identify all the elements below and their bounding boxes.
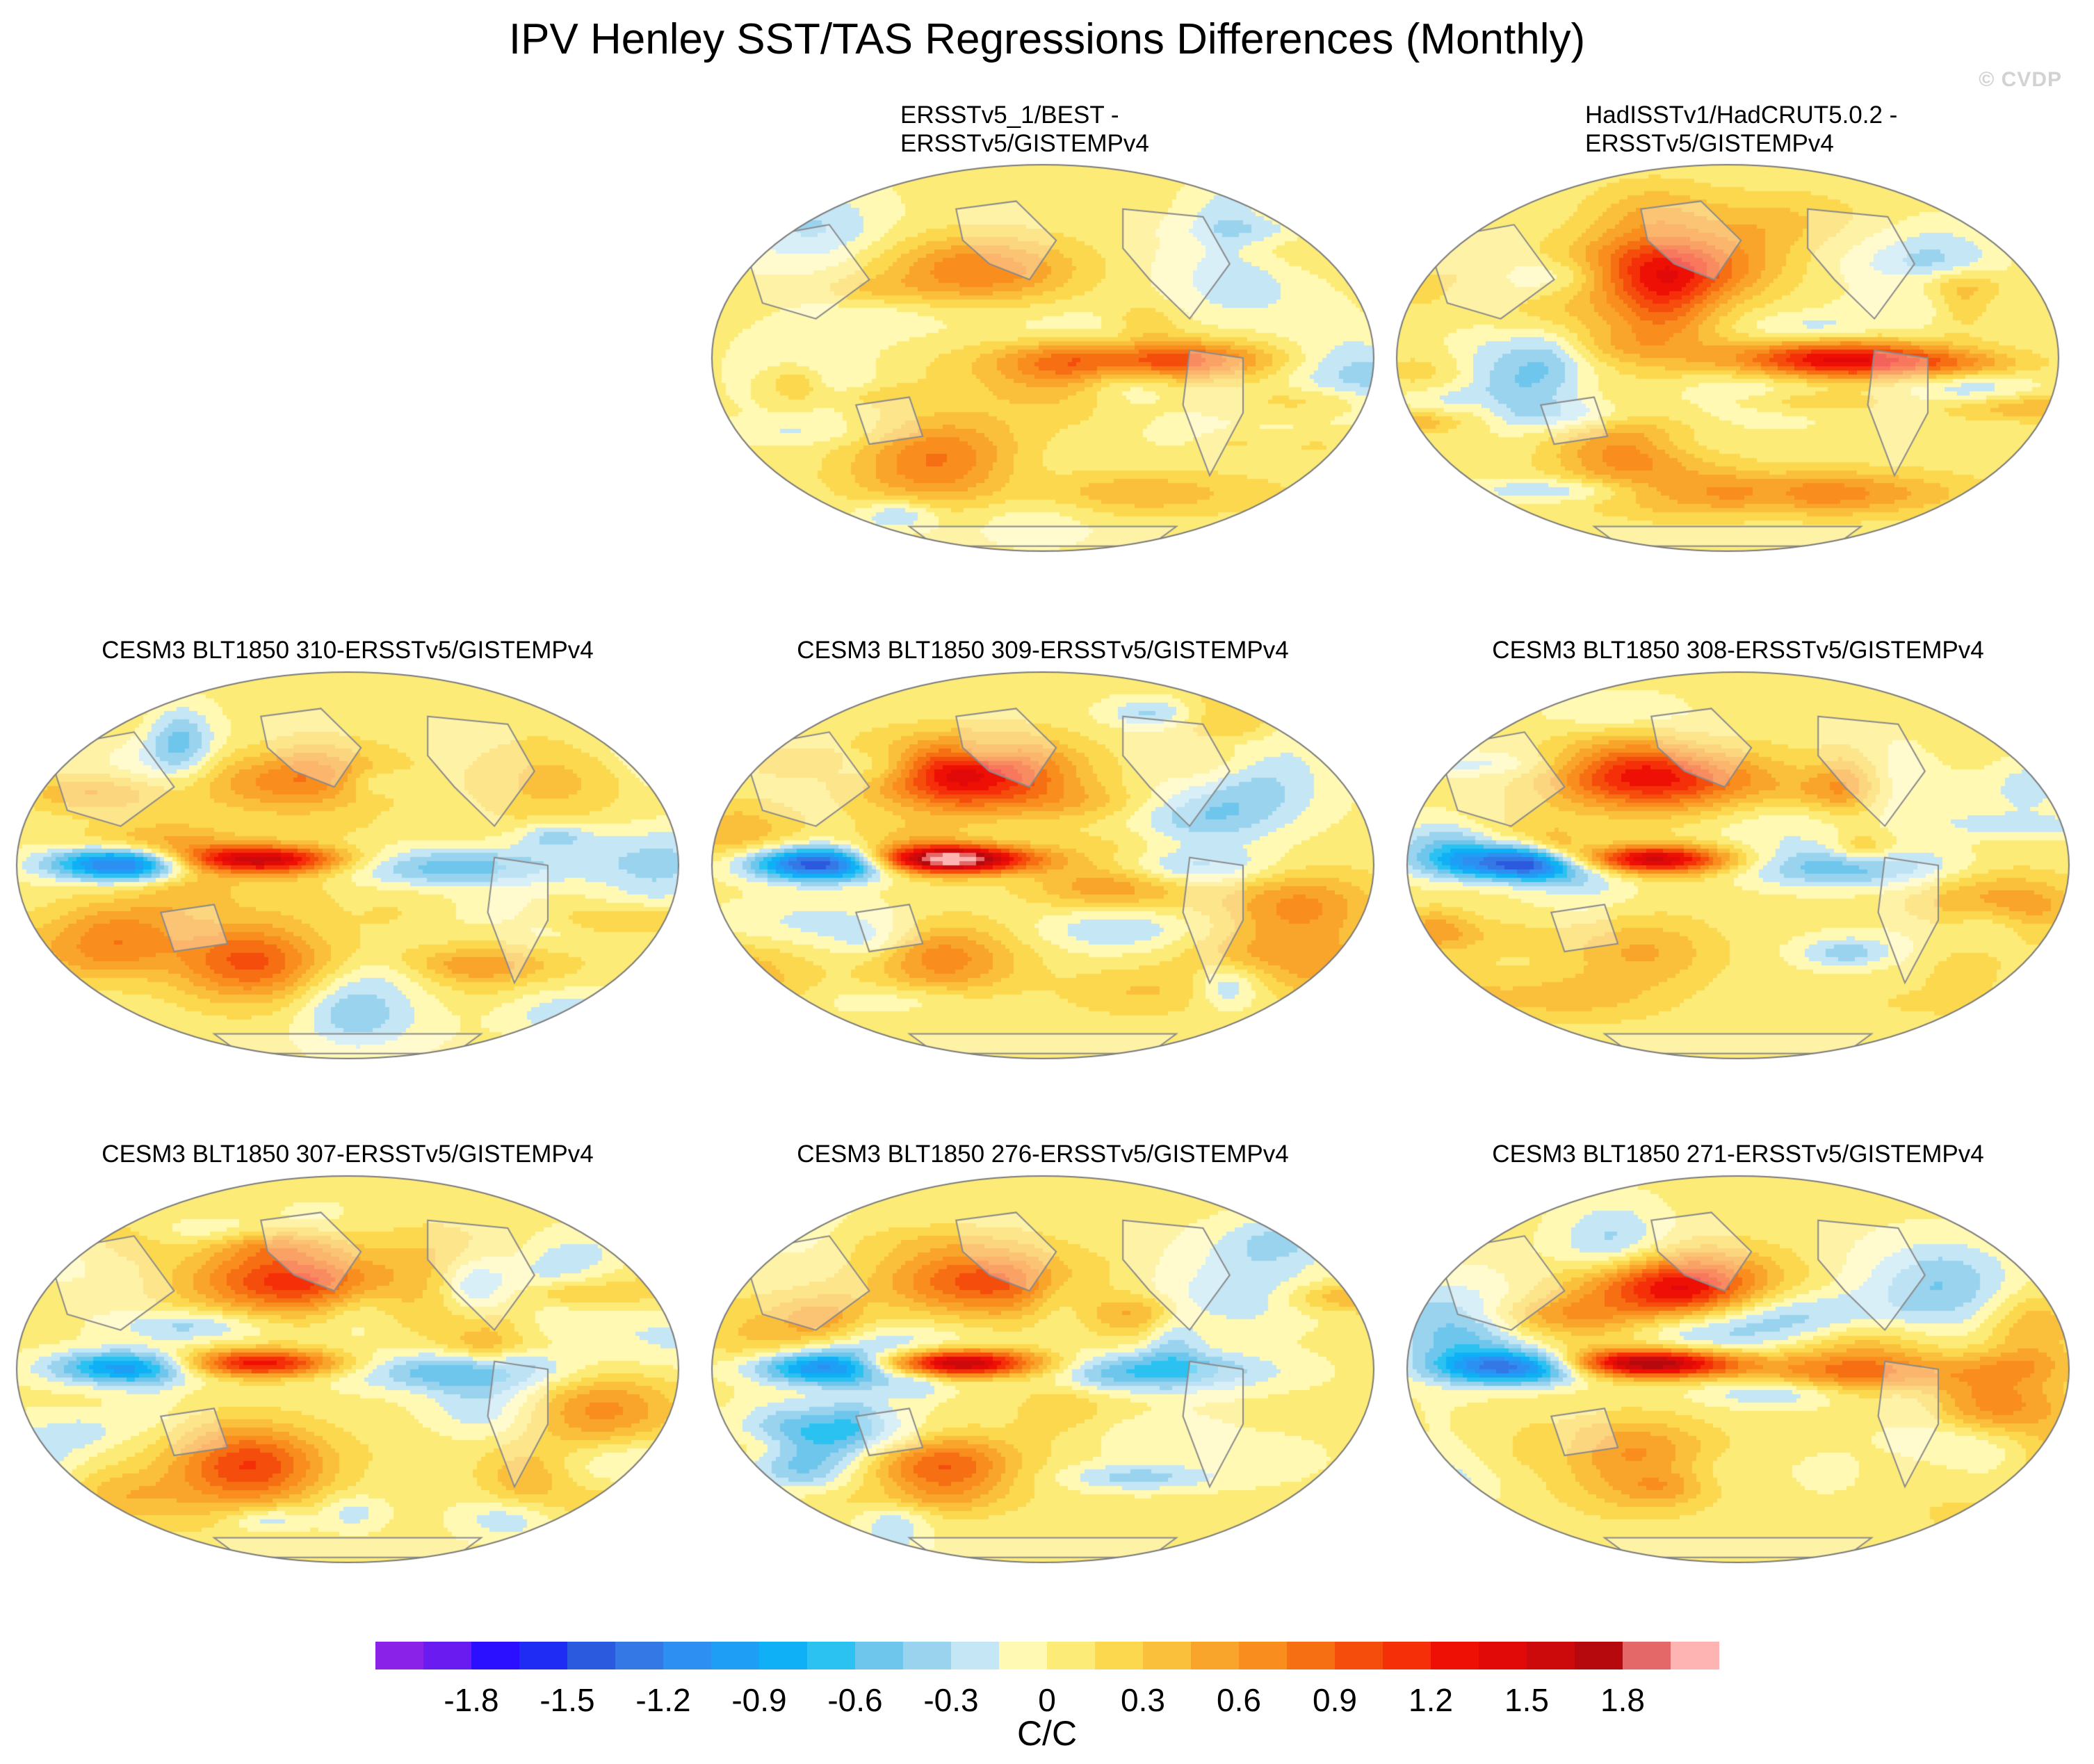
colorbar-box: [1671, 1642, 1719, 1669]
colorbar-box: [1239, 1642, 1288, 1669]
panel-title: CESM3 BLT1850 309-ERSSTv5/GISTEMPv4: [797, 637, 1289, 664]
panel-cesm307: CESM3 BLT1850 307-ERSSTv5/GISTEMPv4: [7, 1140, 688, 1585]
colorbar-box: [567, 1642, 616, 1669]
colorbar-box: [1527, 1642, 1575, 1669]
regression-map: [709, 162, 1377, 554]
colorbar-tick-label: 0.3: [1121, 1682, 1165, 1718]
regression-map: [14, 1173, 681, 1565]
figure-title: IPV Henley SST/TAS Regressions Differenc…: [508, 15, 1586, 63]
colorbar-box: [1383, 1642, 1431, 1669]
panel-cesm310: CESM3 BLT1850 310-ERSSTv5/GISTEMPv4: [7, 636, 688, 1081]
colorbar-box: [1431, 1642, 1479, 1669]
colorbar-tick-label: -0.3: [923, 1682, 979, 1718]
colorbar-box: [1335, 1642, 1383, 1669]
colorbar-tick-label: -0.6: [827, 1682, 883, 1718]
regression-map: [709, 1173, 1377, 1565]
regression-map: [1404, 1173, 2072, 1565]
colorbar-tick-label: 1.2: [1409, 1682, 1453, 1718]
colorbar-tick-label: 1.8: [1600, 1682, 1645, 1718]
panel-cesm271: CESM3 BLT1850 271-ERSSTv5/GISTEMPv4: [1397, 1140, 2079, 1585]
panel-title: CESM3 BLT1850 271-ERSSTv5/GISTEMPv4: [1492, 1141, 1984, 1168]
colorbar-box: [423, 1642, 472, 1669]
panel-cesm309: CESM3 BLT1850 309-ERSSTv5/GISTEMPv4: [702, 636, 1383, 1081]
panel-title: CESM3 BLT1850 308-ERSSTv5/GISTEMPv4: [1492, 637, 1984, 664]
colorbar-units: C/C: [1016, 1714, 1078, 1753]
cvdp-watermark: © CVDP: [1979, 68, 2062, 91]
colorbar-tick-label: -1.2: [635, 1682, 691, 1718]
colorbar-tick-label: 0.9: [1313, 1682, 1357, 1718]
colorbar-box: [1095, 1642, 1144, 1669]
colorbar-tick-label: -0.9: [731, 1682, 787, 1718]
panel-cesm276: CESM3 BLT1850 276-ERSSTv5/GISTEMPv4: [702, 1140, 1383, 1585]
colorbar-box: [615, 1642, 664, 1669]
regression-map: [14, 669, 681, 1061]
colorbar-box: [1191, 1642, 1240, 1669]
regression-map: [709, 669, 1377, 1061]
panel-title: ERSSTv5_1/BEST - ERSSTv5/GISTEMPv4: [900, 101, 1149, 157]
colorbar-box: [375, 1642, 424, 1669]
colorbar-box: [663, 1642, 712, 1669]
regression-map: [1404, 669, 2072, 1061]
colorbar-box: [711, 1642, 760, 1669]
colorbar-tick-label: -1.8: [444, 1682, 499, 1718]
panel-title: CESM3 BLT1850 276-ERSSTv5/GISTEMPv4: [797, 1141, 1289, 1168]
panel-best: ERSSTv5_1/BEST - ERSSTv5/GISTEMPv4: [702, 101, 1383, 554]
panel-title: CESM3 BLT1850 307-ERSSTv5/GISTEMPv4: [102, 1141, 594, 1168]
panel-title: HadISSTv1/HadCRUT5.0.2 - ERSSTv5/GISTEMP…: [1585, 101, 1898, 157]
panel-cesm308: CESM3 BLT1850 308-ERSSTv5/GISTEMPv4: [1397, 636, 2079, 1081]
colorbar: [375, 1642, 1719, 1669]
colorbar-box: [1623, 1642, 1671, 1669]
colorbar-box: [1143, 1642, 1192, 1669]
colorbar-tick-label: 1.5: [1504, 1682, 1549, 1718]
colorbar-tick-label: 0.6: [1217, 1682, 1261, 1718]
colorbar-box: [1479, 1642, 1527, 1669]
colorbar-box: [1047, 1642, 1096, 1669]
colorbar-box: [1575, 1642, 1623, 1669]
colorbar-box: [999, 1642, 1048, 1669]
panel-title: CESM3 BLT1850 310-ERSSTv5/GISTEMPv4: [102, 637, 594, 664]
colorbar-tick-label: -1.5: [539, 1682, 595, 1718]
colorbar-box: [471, 1642, 520, 1669]
panel-hadcrut: HadISSTv1/HadCRUT5.0.2 - ERSSTv5/GISTEMP…: [1387, 101, 2068, 554]
colorbar-box: [855, 1642, 904, 1669]
colorbar-box: [519, 1642, 568, 1669]
colorbar-tick-label: 0: [1038, 1682, 1056, 1718]
regression-map: [1394, 162, 2061, 554]
colorbar-box: [951, 1642, 1000, 1669]
colorbar-box: [903, 1642, 952, 1669]
colorbar-box: [759, 1642, 808, 1669]
colorbar-box: [1287, 1642, 1336, 1669]
colorbar-box: [807, 1642, 856, 1669]
